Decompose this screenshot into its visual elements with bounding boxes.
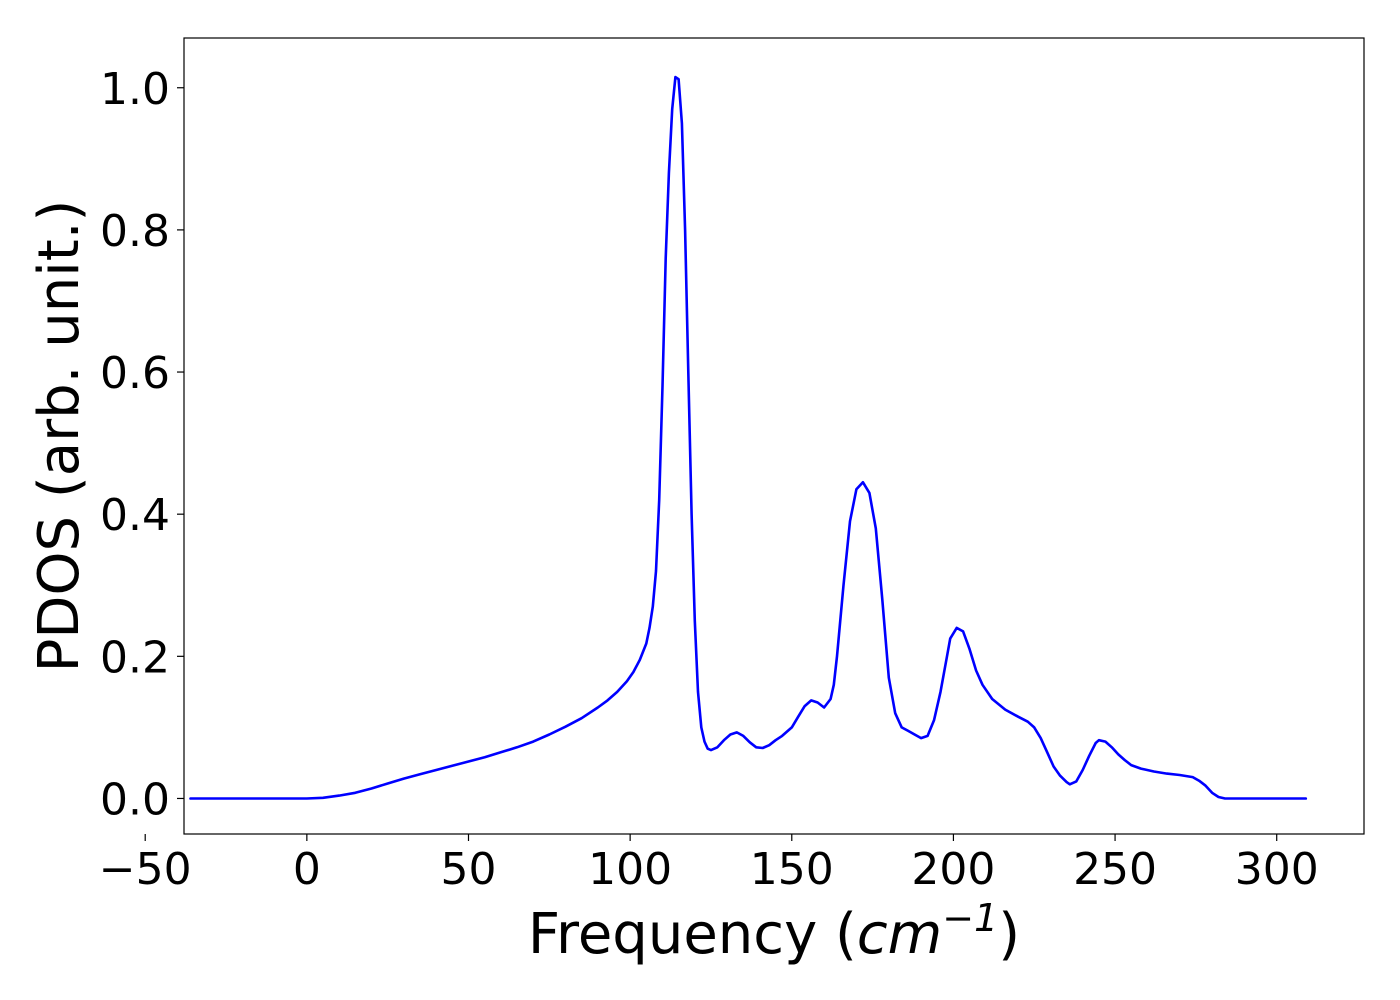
x-tick-label: 100: [588, 844, 672, 895]
x-axis-label-close: ): [998, 902, 1020, 967]
y-tick-label: 0.6: [100, 348, 170, 399]
x-axis-label: Frequency (cm−1): [528, 896, 1020, 967]
x-axis-label-unit: cm: [857, 902, 942, 967]
x-tick-label: 150: [750, 844, 834, 895]
x-tick-label: 250: [1073, 844, 1157, 895]
x-tick-label: 300: [1235, 844, 1319, 895]
x-tick-label: −50: [99, 844, 192, 895]
y-axis-label: PDOS (arb. unit.): [27, 200, 92, 673]
y-tick-label: 0.0: [100, 774, 170, 825]
x-tick-label: 50: [440, 844, 496, 895]
x-tick-label: 0: [293, 844, 321, 895]
plot-area: [183, 37, 1365, 835]
x-axis-ticks: −50 0 50 100 150 200 250 300: [99, 834, 1319, 895]
x-axis-label-exponent: −1: [942, 896, 998, 940]
y-tick-label: 1.0: [100, 64, 170, 115]
series-line-0: [189, 75, 1308, 800]
x-axis-label-text: Frequency (: [528, 902, 857, 967]
x-tick-label: 200: [911, 844, 995, 895]
axes-frame: [183, 37, 1365, 835]
y-tick-label: 0.8: [100, 206, 170, 257]
y-tick-label: 0.2: [100, 632, 170, 683]
y-tick-label: 0.4: [100, 490, 170, 541]
y-axis-ticks: 0.0 0.2 0.4 0.6 0.8 1.0: [100, 64, 184, 825]
